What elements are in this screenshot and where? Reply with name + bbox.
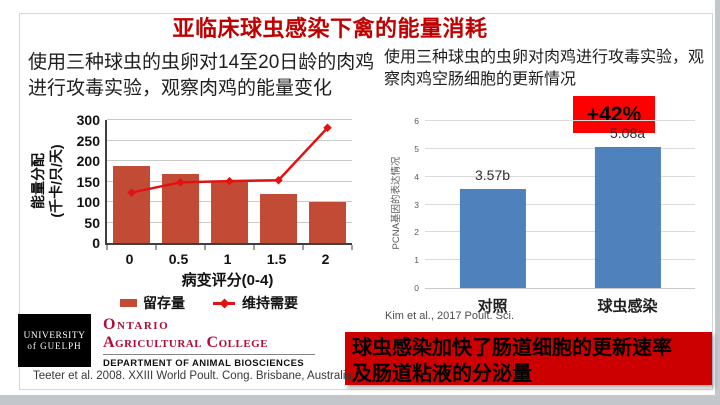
x-tick-label: 对照: [477, 298, 508, 315]
x-tick-mark: [155, 245, 157, 250]
y-tick-label: 0: [92, 235, 100, 251]
energy-chart-legend: 留存量 维持需要: [68, 293, 350, 313]
line-legend-label: 维持需要: [242, 295, 298, 311]
energy-chart-plot: [105, 119, 353, 250]
pcna-chart-plot: 3.57b 5.08a: [425, 120, 695, 289]
gridline: [425, 147, 695, 149]
x-tick-label: 1: [223, 251, 232, 267]
x-tick-mark: [302, 245, 304, 250]
bar: [594, 146, 661, 288]
x-tick-mark: [204, 245, 206, 250]
y-tick-label: 200: [76, 153, 100, 169]
oac-logo-line1: Ontario: [103, 316, 170, 333]
x-tick-mark: [253, 245, 255, 250]
energy-chart-y-axis: 0 50 100 150 200 250 300: [56, 112, 100, 251]
y-tick-label: 300: [76, 112, 100, 128]
oac-department-line: DEPARTMENT OF ANIMAL BIOSCIENCES: [103, 358, 305, 370]
line-series: [127, 123, 332, 197]
energy-chart-x-axis-title: 病变评分(0-4): [181, 272, 274, 289]
bar: [259, 193, 298, 243]
y-tick-label: 5: [414, 143, 419, 154]
y-tick-label: 3: [414, 199, 419, 210]
ontario-agricultural-college-logo: Ontario Agricultural College DEPARTMENT …: [103, 316, 315, 370]
content-frame: [19, 13, 713, 390]
oac-logo-line2: Agricultural College: [103, 334, 315, 356]
slide: 亚临床球虫感染下禽的能量消耗 使用三种球虫的虫卵对14至20日龄的肉鸡进行攻毒实…: [0, 0, 715, 395]
pcna-chart-y-axis: 0 1 2 3 4 5 6: [397, 116, 419, 293]
y-tick-label: 50: [84, 214, 100, 231]
x-tick-label: 1.5: [266, 251, 287, 267]
gridline: [425, 175, 695, 177]
x-tick-label: 0.5: [168, 251, 189, 267]
y-tick-label: 4: [414, 171, 419, 182]
energy-chart: 能量分配 (千卡/只/天) 0 50 100 150 200 250 300 0 0.5 1 1.…: [28, 112, 373, 314]
y-tick-label: 6: [414, 116, 419, 126]
y-tick-label: 250: [76, 132, 100, 149]
legend-item-maintenance: 维持需要: [213, 293, 298, 313]
x-tick-label: 2: [321, 251, 330, 267]
y-tick-label: 2: [414, 227, 419, 238]
pcna-chart-x-axis: 对照 球虫感染: [425, 292, 695, 315]
gridline: [425, 203, 695, 205]
x-tick-mark: [106, 245, 108, 250]
uog-logo-line1: UNIVERSITY: [23, 331, 86, 341]
bar-value-label: 3.57b: [474, 166, 511, 183]
energy-chart-x-axis: 0 0.5 1 1.5 2: [105, 248, 350, 268]
bar-value-label: 5.08a: [609, 124, 646, 141]
y-tick-label: 150: [76, 173, 100, 190]
bar: [308, 202, 347, 243]
gridline: [425, 231, 695, 233]
y-tick-label: 1: [414, 255, 419, 266]
right-citation: Kim et al., 2017 Poult. Sci.: [385, 310, 515, 322]
gridline: [107, 139, 352, 141]
gridline: [425, 120, 695, 121]
slide-title: 亚临床球虫感染下禽的能量消耗: [172, 16, 488, 41]
university-of-guelph-logo: UNIVERSITY of GUELPH: [18, 314, 91, 367]
line-legend-swatch: [213, 298, 235, 308]
gridline: [425, 259, 695, 261]
increase-badge: +42%: [573, 96, 655, 133]
y-tick-label: 100: [76, 194, 100, 210]
right-description: 使用三种球虫的虫卵对肉鸡进行攻毒实验，观察肉鸡空肠细胞的更新情况: [384, 49, 705, 88]
x-tick-mark: [351, 245, 353, 250]
bar-legend-label: 留存量: [143, 295, 185, 311]
gridline: [107, 119, 352, 120]
bar-legend-swatch: [120, 299, 137, 307]
uog-logo-line2: of GUELPH: [27, 341, 82, 351]
left-description: 使用三种球虫的虫卵对14至20日龄的肉鸡进行攻毒实验，观察肉鸡的能量变化: [28, 52, 375, 100]
bar: [210, 181, 249, 243]
x-tick-label: 球虫感染: [597, 298, 658, 315]
left-citation: Teeter et al. 2008. XXIII World Poult. C…: [33, 370, 352, 382]
y-tick-label: 0: [414, 283, 419, 293]
bar: [112, 166, 151, 243]
x-tick-label: 0: [125, 251, 134, 267]
gridline: [107, 160, 352, 161]
legend-item-retained: 留存量: [120, 293, 185, 313]
conclusion-banner: 球虫感染加快了肠道细胞的更新速率 及肠道粘液的分泌量: [345, 332, 712, 385]
bar: [459, 188, 526, 288]
